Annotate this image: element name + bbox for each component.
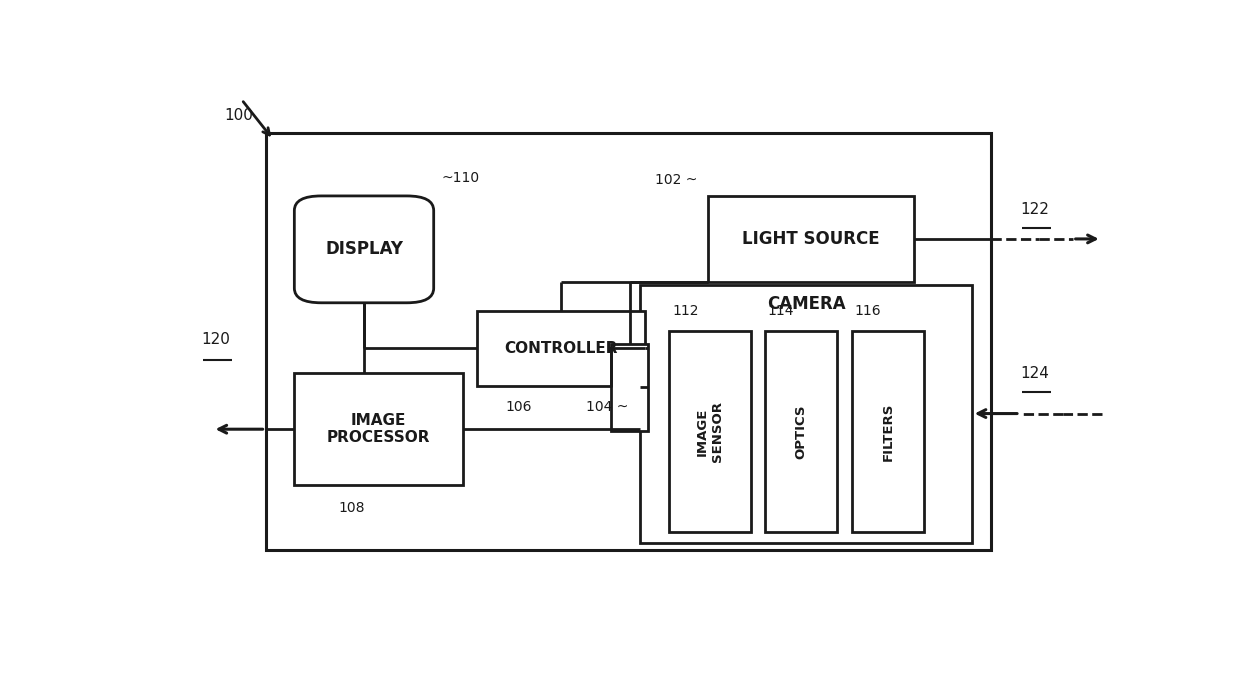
Text: CONTROLLER: CONTROLLER: [505, 341, 618, 356]
Text: 102 ~: 102 ~: [655, 173, 697, 188]
Text: CAMERA: CAMERA: [766, 295, 846, 313]
Text: 114: 114: [768, 305, 794, 318]
FancyBboxPatch shape: [611, 345, 649, 431]
Text: IMAGE
PROCESSOR: IMAGE PROCESSOR: [326, 413, 430, 445]
Text: FILTERS: FILTERS: [882, 403, 894, 461]
FancyBboxPatch shape: [477, 311, 645, 386]
Text: OPTICS: OPTICS: [795, 405, 807, 459]
Text: ~110: ~110: [441, 171, 480, 185]
FancyBboxPatch shape: [670, 332, 751, 532]
Text: DISPLAY: DISPLAY: [325, 240, 403, 259]
Text: 124: 124: [1019, 366, 1049, 381]
FancyBboxPatch shape: [852, 332, 924, 532]
Text: LIGHT SOURCE: LIGHT SOURCE: [742, 230, 879, 248]
Text: 104 ~: 104 ~: [585, 400, 627, 414]
FancyBboxPatch shape: [765, 332, 837, 532]
Text: 120: 120: [201, 332, 229, 347]
Text: 106: 106: [505, 400, 532, 414]
FancyBboxPatch shape: [265, 133, 991, 550]
Text: 112: 112: [672, 305, 698, 318]
Text: 108: 108: [339, 501, 366, 515]
FancyBboxPatch shape: [294, 196, 434, 303]
Text: 122: 122: [1019, 202, 1049, 217]
Text: 100: 100: [224, 108, 253, 123]
Text: 116: 116: [854, 305, 882, 318]
FancyBboxPatch shape: [708, 196, 914, 282]
FancyBboxPatch shape: [294, 373, 463, 485]
FancyBboxPatch shape: [640, 284, 972, 542]
Text: IMAGE
SENSOR: IMAGE SENSOR: [696, 401, 724, 462]
